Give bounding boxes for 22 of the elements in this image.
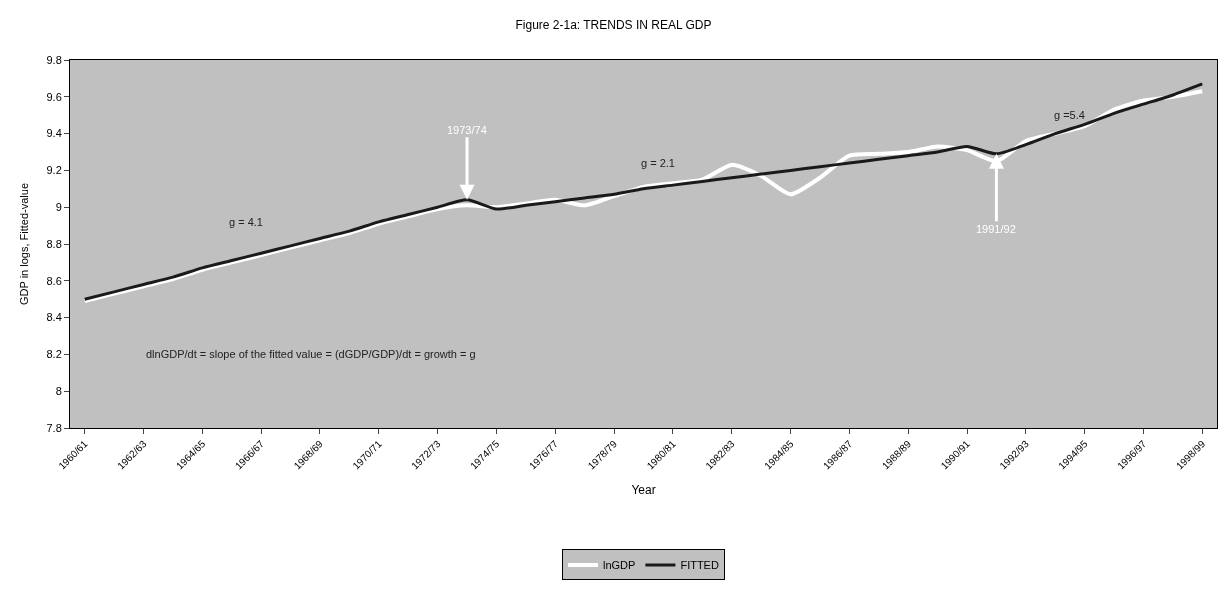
y-tick-label: 8 <box>55 385 62 398</box>
y-tick-label: 9 <box>55 201 62 214</box>
y-tick-label: 7.8 <box>46 421 62 434</box>
annotation: g = 2.1 <box>641 157 675 169</box>
y-tick-label: 8.6 <box>46 274 62 287</box>
chart-title: Figure 2-1a: TRENDS IN REAL GDP <box>515 18 712 33</box>
y-tick-label: 9.8 <box>46 53 62 66</box>
legend-label: FITTED <box>680 559 719 572</box>
annotation: 1991/92 <box>976 223 1016 235</box>
annotation: g =5.4 <box>1054 109 1085 121</box>
y-tick-label: 9.2 <box>46 164 62 177</box>
y-tick-label: 8.2 <box>46 348 62 361</box>
y-tick-label: 8.4 <box>46 311 62 324</box>
y-tick-label: 9.6 <box>46 90 62 103</box>
y-axis-title: GDP in logs, Fitted-value <box>18 182 31 306</box>
y-tick-label: 9.4 <box>46 127 62 140</box>
y-tick-label: 8.8 <box>46 237 62 250</box>
annotation: dlnGDP/dt = slope of the fitted value = (dGDP/GDP)/dt = growth = g <box>146 348 476 360</box>
legend-label: lnGDP <box>603 559 636 572</box>
x-axis-title: Year <box>631 483 656 498</box>
annotation: g = 4.1 <box>229 216 263 228</box>
annotation: 1973/74 <box>447 124 487 136</box>
